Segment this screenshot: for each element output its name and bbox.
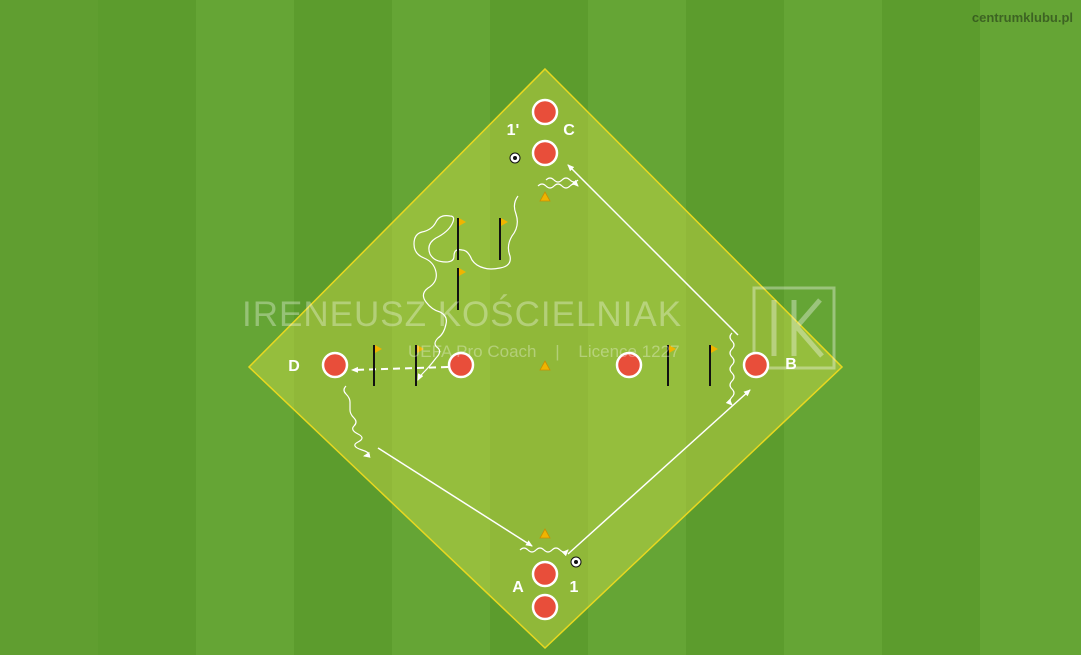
flag-pole-icon — [499, 218, 508, 260]
balls — [509, 152, 582, 568]
pass-arrow-d-a — [377, 447, 533, 547]
training-zone — [247, 67, 844, 650]
player-marker — [531, 560, 559, 588]
coach-name-watermark: IRENEUSZ KOŚCIELNIAK — [242, 295, 683, 334]
players — [321, 98, 770, 621]
coach-title: UEFA Pro Coach — [408, 342, 537, 361]
player-marker — [615, 351, 643, 379]
pass-arrow-b-c — [567, 164, 739, 336]
flag-pole-icon — [667, 345, 676, 386]
ball-icon — [509, 152, 521, 164]
watermark-separator: | — [555, 342, 560, 361]
ik-logo — [752, 286, 836, 370]
cone-icon — [539, 191, 551, 202]
flag-pole-icon — [457, 218, 466, 260]
ball-icon — [570, 556, 582, 568]
dribble-back-c — [537, 179, 579, 189]
movement-lines — [343, 164, 751, 557]
flag-pole-icon — [709, 345, 718, 386]
flag-poles — [373, 218, 718, 386]
site-watermark: centrumklubu.pl — [971, 10, 1073, 25]
cone-icon — [539, 528, 551, 539]
coach-licence: Licence 1227 — [578, 342, 680, 361]
coach-subtitle-watermark: UEFA Pro Coach | Licence 1227 — [408, 342, 680, 362]
label-one-prime: 1' — [506, 122, 520, 139]
label-d: D — [288, 358, 300, 375]
label-b: B — [785, 356, 797, 373]
flag-pole-icon — [457, 268, 466, 310]
label-one: 1 — [569, 579, 579, 596]
cone-icon — [539, 360, 551, 371]
cones — [539, 191, 551, 539]
player-marker — [742, 351, 770, 379]
label-a: A — [512, 579, 524, 596]
dribble-a — [519, 547, 569, 557]
dribble-d — [343, 385, 371, 458]
flag-pole-icon — [415, 345, 424, 386]
player-marker — [321, 351, 349, 379]
dribble-b — [725, 332, 735, 406]
pass-arrow-a-b — [567, 389, 751, 555]
flag-pole-icon — [373, 345, 382, 386]
dashed-run-to-d — [351, 366, 449, 373]
label-c: C — [563, 122, 575, 139]
player-marker — [531, 593, 559, 621]
player-marker — [531, 139, 559, 167]
player-marker — [447, 351, 475, 379]
player-marker — [531, 98, 559, 126]
dribble-slalom — [413, 195, 519, 381]
